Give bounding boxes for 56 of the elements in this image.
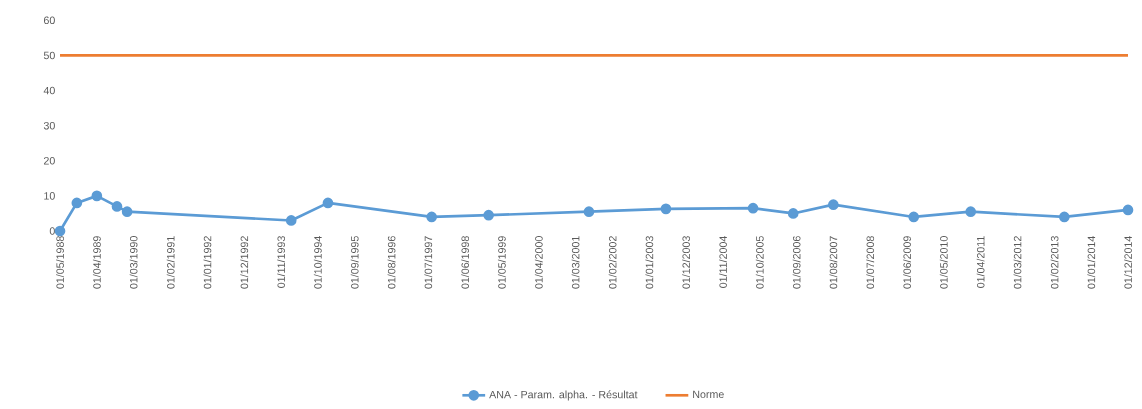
point: [828, 199, 839, 210]
x-tick-label: 01/06/1998: [461, 236, 470, 289]
point: [322, 197, 334, 209]
x-tick-label: 01/05/1988: [56, 236, 64, 289]
point: [426, 211, 437, 223]
y-tick-label: 10: [44, 192, 55, 200]
legend-label: Norme: [693, 390, 724, 399]
point: [660, 203, 672, 215]
point: [121, 206, 133, 218]
y-tick-label: 0: [49, 227, 55, 235]
x-tick-label: 01/12/2014: [1124, 236, 1132, 289]
point: [965, 206, 977, 218]
point: [583, 206, 595, 218]
x-tick-label: 01/04/1989: [92, 236, 101, 289]
point: [483, 209, 494, 221]
x-tick-label: 01/05/2010: [939, 236, 948, 289]
x-tick-label: 01/04/2011: [976, 236, 985, 288]
y-tick-label: 20: [43, 157, 55, 165]
x-tick-label: 01/09/1995: [350, 236, 359, 289]
x-tick-label: 01/03/2012: [1013, 236, 1022, 289]
x-tick-label: 01/11/2004: [719, 236, 727, 288]
x-tick-label: 01/02/1991: [166, 236, 175, 289]
x-tick-label: 01/12/2003: [682, 236, 690, 289]
point: [747, 202, 759, 214]
y-tick-label: 40: [43, 86, 55, 95]
point: [111, 201, 123, 212]
x-tick-label: 01/09/2006: [792, 236, 801, 289]
x-tick-label: 01/04/2000: [534, 236, 543, 289]
point: [285, 215, 297, 226]
x-tick-label: 01/02/2002: [608, 236, 617, 289]
x-tick-label: 01/11/1993: [277, 236, 286, 288]
x-tick-label: 01/08/2007: [829, 236, 838, 289]
x-tick-label: 01/02/2013: [1050, 236, 1059, 289]
legend-label: ANA - Param. alpha. - Résultat: [489, 390, 638, 401]
y-tick-label: 50: [43, 51, 55, 60]
x-tick-label: 01/12/1992: [240, 236, 249, 289]
x-tick-label: 01/01/2003: [645, 236, 654, 289]
x-tick-label: 01/03/2001: [571, 236, 580, 289]
x-tick-label: 01/07/2008: [866, 236, 875, 289]
x-tick-label: 01/01/1992: [203, 236, 212, 289]
point: [71, 197, 83, 209]
x-tick-label: 01/10/1994: [313, 236, 322, 289]
x-tick-label: 01/10/2005: [755, 236, 764, 289]
point: [908, 211, 920, 223]
y-tick-label: 60: [43, 16, 55, 25]
x-tick-label: 01/08/1996: [387, 236, 396, 289]
x-tick-label: 01/06/2009: [903, 236, 911, 289]
point: [787, 208, 799, 219]
x-tick-label: 01/01/2014: [1087, 236, 1096, 289]
x-tick-label: 01/05/1999: [497, 236, 506, 289]
point: [1058, 211, 1070, 223]
y-tick-label: 30: [43, 121, 55, 130]
x-tick-label: 01/03/1990: [129, 236, 138, 289]
x-tick-label: 01/07/1997: [424, 236, 433, 289]
point: [91, 190, 103, 202]
point: [1122, 204, 1134, 216]
